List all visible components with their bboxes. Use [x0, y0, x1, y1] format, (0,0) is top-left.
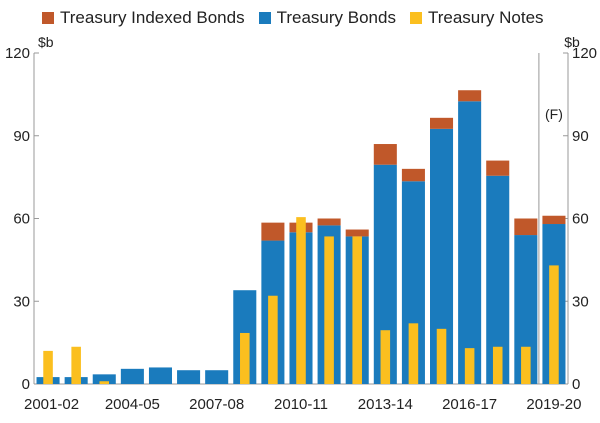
bar-treasury-notes: [380, 330, 391, 384]
x-tick-label: 2004-05: [105, 396, 160, 413]
chart-legend: Treasury Indexed Bonds Treasury Bonds Tr…: [42, 8, 544, 28]
unit-label-left: $b: [38, 34, 54, 50]
bar-treasury-bonds: [401, 181, 425, 384]
bar-treasury-bonds: [92, 374, 116, 384]
bar-treasury-bonds: [205, 370, 229, 384]
bar-treasury-notes: [296, 217, 306, 384]
bar-treasury-bonds: [486, 175, 510, 384]
unit-label-right: $b: [564, 34, 580, 50]
bar-treasury-notes: [240, 332, 250, 384]
x-tick-label: 2016-17: [442, 396, 497, 413]
bar-treasury-notes: [464, 348, 475, 384]
bar-treasury-notes: [492, 346, 503, 384]
y-tick-label-right: 0: [572, 376, 580, 393]
bar-treasury-notes: [71, 346, 81, 384]
bar-treasury-notes: [268, 295, 278, 384]
bar-treasury-bonds: [177, 370, 201, 384]
bar-treasury-bonds: [120, 368, 144, 384]
x-tick-label: 2007-08: [189, 396, 244, 413]
legend-swatch-indexed: [42, 12, 54, 24]
bar-treasury-bonds: [148, 367, 172, 384]
bar-treasury-notes: [352, 236, 362, 384]
bar-treasury-notes: [436, 328, 447, 384]
bar-treasury-bonds: [458, 101, 482, 384]
x-tick-label: 2010-11: [274, 396, 328, 413]
bar-treasury-bonds: [373, 164, 397, 384]
legend-swatch-notes: [409, 12, 422, 24]
bar-treasury-notes: [99, 381, 110, 384]
y-tick-label-right: 90: [572, 128, 589, 145]
y-tick-label-right: 120: [572, 45, 597, 62]
x-tick-label: 2001-02: [24, 396, 79, 413]
legend-label-indexed: Treasury Indexed Bonds: [60, 8, 245, 27]
bar-treasury-notes: [43, 350, 53, 384]
legend-item-bonds: Treasury Bonds: [258, 8, 396, 28]
x-tick-label: 2013-14: [358, 396, 413, 413]
y-tick-label-left: 120: [5, 45, 30, 62]
bar-treasury-indexed-bonds: [401, 168, 425, 182]
y-tick-label-left: 30: [13, 293, 30, 310]
bar-treasury-indexed-bonds: [345, 229, 369, 237]
bar-treasury-indexed-bonds: [486, 160, 510, 176]
y-tick-label-left: 60: [13, 211, 30, 228]
bar-treasury-bonds: [430, 128, 454, 384]
legend-swatch-bonds: [258, 12, 271, 24]
bar-treasury-notes: [408, 323, 419, 384]
bar-treasury-indexed-bonds: [373, 144, 397, 165]
bar-treasury-indexed-bonds: [458, 90, 482, 102]
y-tick-label-left: 0: [22, 376, 30, 393]
bar-treasury-notes: [324, 236, 334, 384]
bar-treasury-indexed-bonds: [317, 218, 341, 226]
bar-treasury-indexed-bonds: [542, 215, 566, 225]
bar-treasury-notes: [549, 265, 559, 384]
legend-item-indexed: Treasury Indexed Bonds: [42, 8, 245, 28]
x-tick-label: 2019-20: [526, 396, 581, 413]
legend-item-notes: Treasury Notes: [409, 8, 544, 28]
bar-treasury-notes: [521, 346, 531, 384]
bar-treasury-indexed-bonds: [261, 222, 285, 241]
bar-treasury-bonds: [514, 235, 538, 384]
bar-treasury-indexed-bonds: [514, 218, 538, 236]
bar-treasury-indexed-bonds: [430, 117, 454, 129]
forecast-label: (F): [545, 106, 563, 122]
legend-label-bonds: Treasury Bonds: [276, 8, 396, 27]
y-tick-label-right: 30: [572, 293, 589, 310]
y-tick-label-left: 90: [13, 128, 30, 145]
legend-label-notes: Treasury Notes: [427, 8, 544, 27]
y-tick-label-right: 60: [572, 211, 589, 228]
